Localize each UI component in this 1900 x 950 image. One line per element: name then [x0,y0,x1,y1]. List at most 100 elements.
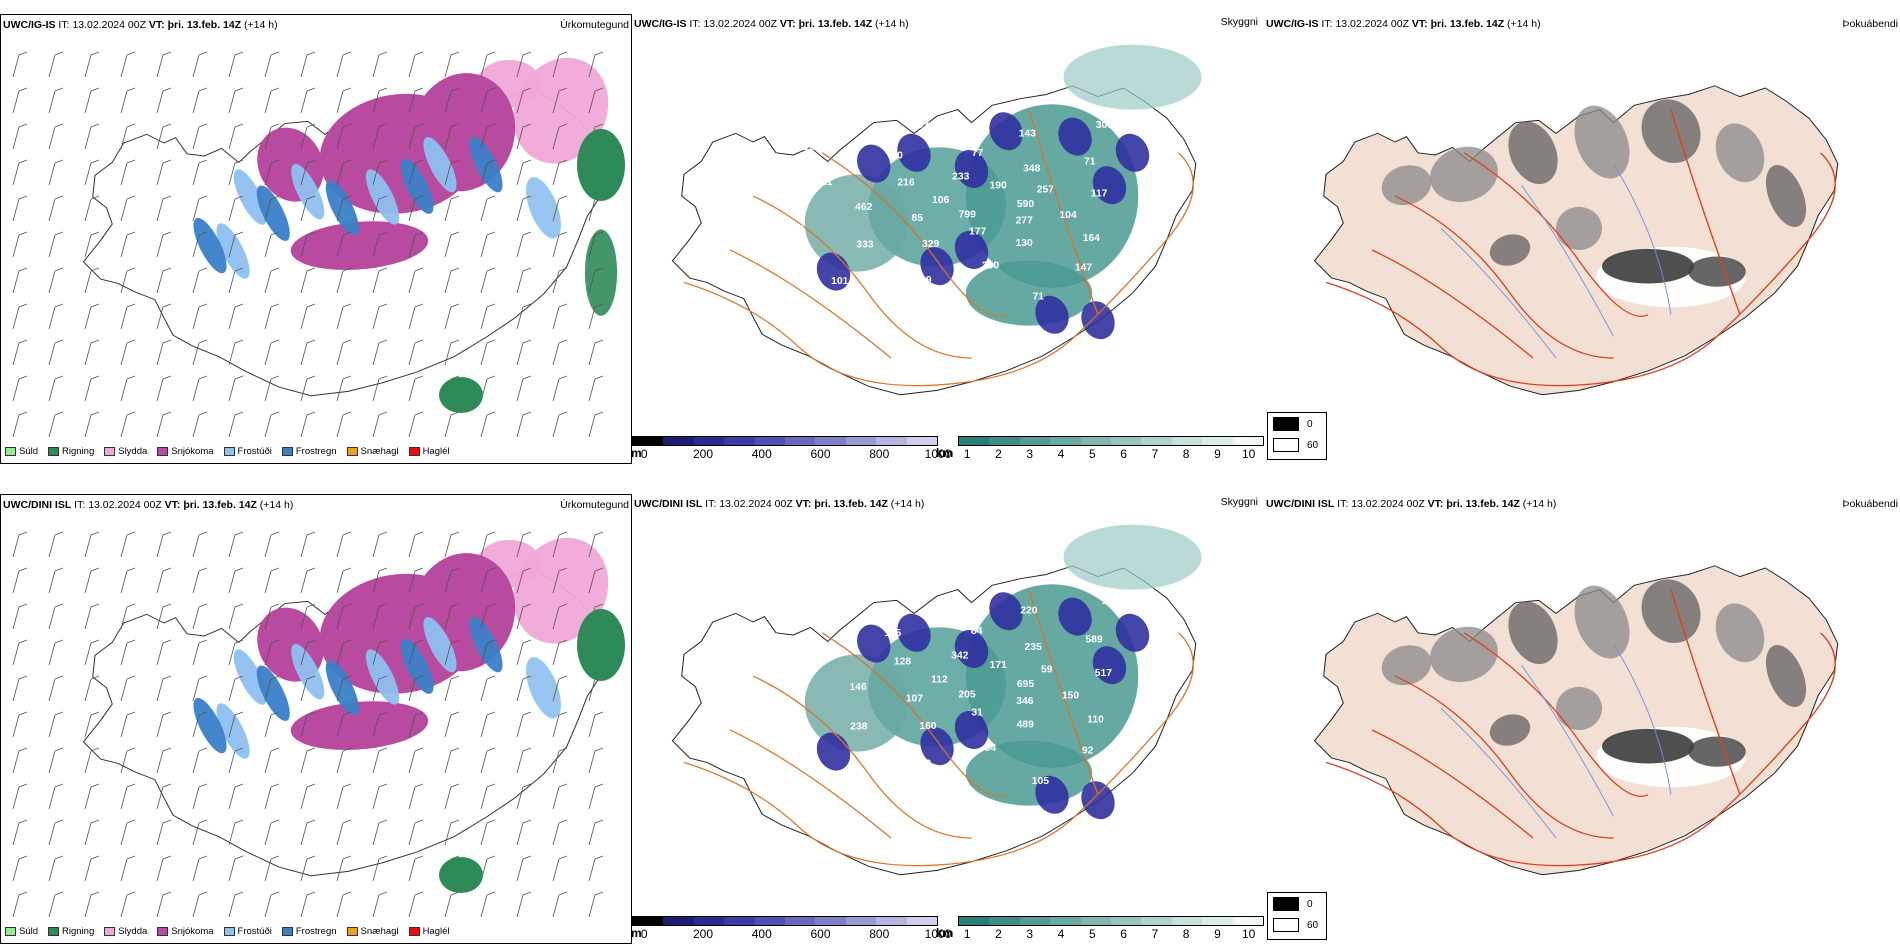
wind-barb [48,123,64,150]
wind-barb [372,819,388,846]
wind-barb [228,123,244,150]
colorbar-cell [845,917,877,925]
colorbar-cell [633,917,664,925]
legend-label: Slydda [118,446,148,457]
wind-barb [228,639,244,666]
visibility-panel-row1: UWC/IG-IS IT: 13.02.2024 00Z VT: þri. 13… [632,14,1264,464]
wind-barb [192,159,208,186]
wind-barb [228,675,244,702]
wind-barb [120,267,136,294]
wind-barb [444,51,460,78]
wind-barb [372,195,388,222]
wind-barb [264,639,280,666]
field-area [577,129,625,201]
wind-barb [228,891,244,918]
height-colorbar: 0 200 400 600 800 1000 m [631,436,951,461]
fog-legend-item: 60 [1273,918,1318,932]
wind-barb [300,783,316,810]
wind-barb [120,411,136,438]
wind-barb [264,783,280,810]
wind-barb [372,855,388,882]
wind-barb [372,87,388,114]
colorbar-cell [693,437,725,445]
wind-barb [48,195,64,222]
legend-item: Frostregn [281,446,337,457]
field-area [1058,597,1092,636]
wind-barb [192,123,208,150]
wind-barb [156,567,172,594]
panel-title: Úrkomutegund [560,19,629,31]
wind-barb [480,87,496,114]
wind-barb [228,819,244,846]
legend-swatch [48,447,60,456]
wind-barb [372,123,388,150]
wind-barb [156,603,172,630]
wind-barb [552,711,568,738]
colorbar-cell [1111,437,1142,445]
legend-item: Frostregn [281,926,337,937]
wind-barb [192,231,208,258]
wind-barb [156,819,172,846]
visibility-label: 105 [1032,776,1050,787]
wind-barb [12,819,28,846]
river-line [1440,228,1557,359]
fog-legend-swatch [1273,918,1299,932]
wind-barb [192,639,208,666]
visibility-label: 19 [920,275,932,286]
wind-barb [192,303,208,330]
wind-barb [156,531,172,558]
wind-barb [84,195,100,222]
wind-barb [156,303,172,330]
wind-barb [228,339,244,366]
field-area [1058,117,1092,156]
field-area [954,711,989,749]
panel-header: UWC/DINI ISL IT: 13.02.2024 00Z VT: þri.… [634,498,925,510]
wind-barb [588,747,604,774]
wind-barb [300,339,316,366]
visibility-label: 104 [1146,687,1164,698]
colorbar-cell [1111,917,1142,925]
colorbar-cell [693,917,725,925]
wind-barb [12,159,28,186]
colorbar-tick: 2 [995,447,1002,461]
wind-barb [84,123,100,150]
wind-barb [444,303,460,330]
colorbar-tick: 4 [1057,927,1065,941]
field-area [1641,579,1701,644]
wind-barb [48,87,64,114]
wind-barb [156,339,172,366]
wind-barb [516,819,532,846]
fog-legend-item: 0 [1273,897,1313,911]
colorbar-cell [1050,917,1081,925]
wind-barb [192,711,208,738]
legend-swatch [104,447,116,456]
legend-item: Haglél [408,446,450,457]
wind-barb [300,303,316,330]
wind-barb [192,267,208,294]
road-line [1670,589,1741,796]
wind-barb [444,87,460,114]
wind-barb [516,855,532,882]
wind-barb [156,891,172,918]
colorbar-cell [1232,917,1264,925]
wind-barb [192,567,208,594]
visibility-label: 277 [1016,216,1034,227]
wind-barb [264,675,280,702]
wind-barb [336,531,352,558]
wind-barb [336,411,352,438]
wind-barb [120,375,136,402]
wind-barb [12,123,28,150]
field-area [1555,686,1602,731]
wind-barb [228,375,244,402]
wind-barb [264,375,280,402]
field-area [325,660,359,716]
wind-barb [264,195,280,222]
wind-barb [192,891,208,918]
field-area [1765,165,1807,227]
field-area [1602,248,1694,284]
wind-barb [12,375,28,402]
wind-barb [480,819,496,846]
colorbar-cell [906,917,938,925]
wind-barb [444,675,460,702]
legend-swatch [157,927,169,936]
